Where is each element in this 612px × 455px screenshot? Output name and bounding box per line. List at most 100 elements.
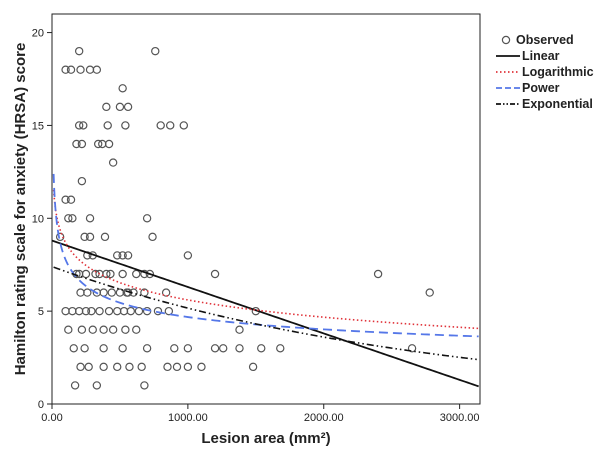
y-tick-label: 5	[38, 306, 44, 318]
observed-point	[142, 344, 152, 353]
y-tick-label: 15	[32, 120, 44, 132]
observed-point	[148, 232, 157, 242]
y-tick-label: 20	[32, 28, 44, 40]
observed-point	[93, 139, 103, 149]
observed-point	[210, 344, 220, 353]
observed-point	[104, 306, 114, 316]
observed-point	[72, 139, 81, 149]
observed-point	[85, 214, 95, 223]
observed-point	[123, 251, 133, 260]
observed-point	[164, 306, 174, 316]
legend-label-observed: Observed	[516, 33, 574, 47]
observed-point	[106, 269, 115, 279]
observed-point	[68, 214, 77, 223]
observed-point	[137, 362, 146, 372]
fit-curve-logarithmic	[52, 189, 479, 330]
observed-point	[92, 65, 102, 74]
observed-point	[113, 362, 122, 372]
observed-point	[61, 65, 70, 74]
observed-point	[235, 325, 244, 334]
observed-point	[61, 195, 70, 204]
y-axis-title: Hamilton rating scale for anxiety (HRSA)…	[12, 43, 29, 376]
observed-point	[373, 269, 383, 279]
observed-point	[88, 325, 97, 334]
x-tick-label: 0.00	[41, 412, 62, 424]
observed-point	[257, 344, 266, 353]
observed-point	[115, 102, 125, 112]
observed-point	[170, 344, 179, 353]
observed-point	[161, 288, 171, 297]
observed-point	[99, 362, 108, 372]
observed-point	[99, 325, 108, 334]
observed-point	[69, 344, 78, 353]
observed-point	[248, 362, 258, 372]
observed-point	[218, 344, 228, 353]
observed-point	[70, 381, 80, 390]
x-tick-label: 3000.00	[440, 412, 480, 424]
x-tick-label: 2000.00	[304, 412, 344, 424]
observed-point	[121, 325, 130, 334]
observed-point	[142, 214, 152, 223]
observed-point	[64, 214, 73, 223]
plot-area	[51, 13, 481, 405]
observed-point	[132, 269, 141, 279]
observed-point	[74, 46, 84, 56]
y-tick-label: 10	[32, 213, 44, 225]
observed-point	[183, 344, 193, 353]
observed-point	[80, 344, 89, 353]
observed-point	[104, 139, 114, 149]
observed-point	[156, 121, 165, 130]
x-axis-title: Lesion area (mm²)	[201, 430, 330, 447]
observed-point	[66, 65, 76, 74]
observed-point	[197, 362, 206, 372]
observed-point	[166, 121, 175, 130]
observed-point	[66, 195, 76, 204]
y-tick-label: 0	[38, 399, 44, 411]
observed-point	[87, 306, 96, 316]
observed-point	[108, 158, 118, 167]
observed-point	[99, 344, 108, 353]
fit-curves	[51, 173, 479, 388]
x-axis: 0.00 1000.00 2000.00 3000.00	[41, 404, 480, 424]
observed-point	[140, 381, 149, 390]
observed-point	[100, 232, 110, 242]
observed-point	[74, 121, 84, 130]
observed-point	[81, 306, 91, 316]
observed-point	[123, 102, 133, 112]
legend-label-linear: Linear	[522, 49, 560, 63]
observed-point	[125, 362, 134, 372]
legend: Observed Linear Logarithmic Power Exponentia…	[496, 33, 594, 111]
fit-curve-power	[52, 173, 479, 338]
x-tick-label: 1000.00	[168, 412, 208, 424]
observed-point	[83, 288, 92, 297]
observed-point	[183, 362, 193, 372]
y-axis: 0 5 10 15 20	[32, 28, 52, 411]
observed-point	[210, 269, 220, 279]
observed-point	[55, 232, 65, 242]
observed-point	[118, 84, 127, 93]
observed-point	[85, 232, 95, 242]
observed-point	[113, 251, 122, 260]
observed-point	[77, 325, 87, 334]
observed-point	[183, 251, 193, 260]
observed-point	[102, 102, 111, 112]
observed-point	[126, 306, 136, 316]
observed-point	[76, 362, 85, 372]
observed-point	[79, 121, 88, 130]
observed-point	[118, 344, 127, 353]
fit-curve-linear	[51, 239, 479, 388]
observed-point	[235, 344, 244, 353]
observed-point	[121, 121, 130, 130]
observed-point	[108, 325, 118, 334]
observed-point	[77, 176, 87, 186]
observed-point	[77, 139, 87, 149]
observed-point	[145, 269, 155, 279]
observed-point	[92, 381, 102, 390]
observed-point	[107, 288, 116, 297]
observed-point	[64, 325, 73, 334]
observed-point	[76, 65, 85, 74]
fit-curve-exponential	[53, 266, 479, 361]
legend-marker-observed	[501, 35, 511, 45]
observed-point	[276, 344, 285, 353]
